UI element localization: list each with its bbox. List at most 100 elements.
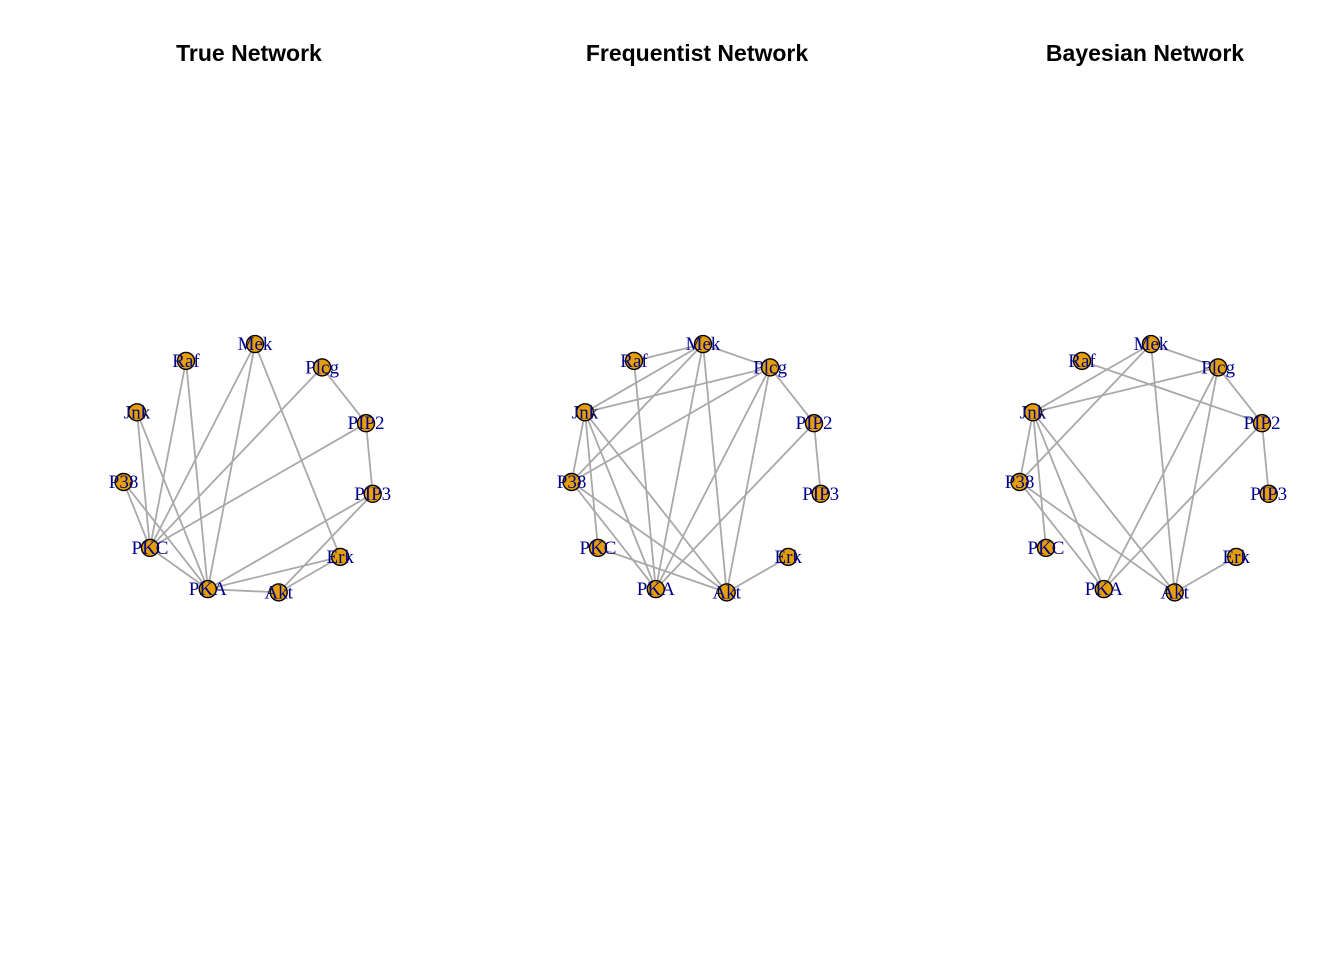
node-raf-true-network [176, 351, 196, 371]
node-pip3-bayesian-network [1259, 484, 1278, 503]
node-pkc-true-network [140, 538, 160, 558]
edge-plcg-pip2-true-network [321, 366, 367, 424]
edge-pka-p38-bayesian-network [1018, 481, 1105, 590]
edge-mek-p38-frequentist-network [570, 343, 704, 483]
node-raf-frequentist-network [624, 351, 644, 371]
edge-pka-jnk-frequentist-network [584, 411, 657, 590]
edge-plcg-pka-bayesian-network [1103, 366, 1219, 590]
nodes-bayesian-network: Raf Mek Plcg PIP2 PIP3 Erk Akt PKA PKC P38 Jnk [1005, 334, 1287, 603]
node-label-pka-bayesian-network: PKA [1085, 579, 1123, 600]
node-raf-bayesian-network [1072, 351, 1092, 371]
node-pip3-frequentist-network [811, 484, 830, 503]
edge-pkc-jnk-bayesian-network [1032, 412, 1047, 548]
edge-pip2-pip3-frequentist-network [813, 423, 822, 494]
node-label-erk-true-network: Erk [326, 547, 354, 568]
node-p38-true-network [114, 472, 133, 492]
edge-pka-jnk-true-network [136, 411, 209, 590]
edge-erk-akt-frequentist-network [726, 556, 789, 594]
edge-p38-jnk-frequentist-network [570, 412, 586, 483]
edge-pip2-pip3-bayesian-network [1261, 423, 1270, 494]
edge-mek-plcg-frequentist-network [702, 343, 771, 369]
edge-akt-pkc-frequentist-network [597, 547, 727, 594]
edge-raf-pkc-true-network [149, 360, 187, 549]
edge-pkc-jnk-frequentist-network [584, 412, 599, 548]
node-label-pip2-true-network: PIP2 [348, 413, 385, 434]
edge-plcg-akt-bayesian-network [1173, 367, 1219, 593]
node-label-plcg-bayesian-network: Plcg [1201, 357, 1235, 378]
edge-akt-jnk-bayesian-network [1032, 411, 1176, 593]
node-mek-bayesian-network [1141, 334, 1161, 354]
node-plcg-true-network [312, 358, 332, 377]
panel-frequentist-network: Frequentist Network Raf Mek Plcg PIP2 PIP3 Er… [557, 40, 839, 603]
node-erk-true-network [331, 547, 350, 567]
node-label-pip3-true-network: PIP3 [354, 484, 391, 505]
edge-mek-jnk-bayesian-network [1032, 343, 1152, 414]
node-pka-true-network [198, 579, 218, 599]
node-pip2-frequentist-network [804, 414, 824, 433]
edge-p38-jnk-bayesian-network [1018, 412, 1034, 483]
node-plcg-frequentist-network [760, 358, 780, 377]
node-label-plcg-frequentist-network: Plcg [753, 357, 787, 378]
edge-pka-pkc-true-network [149, 547, 209, 590]
node-label-pip3-bayesian-network: PIP3 [1250, 484, 1287, 505]
edge-pip3-akt-true-network [278, 493, 374, 594]
node-label-pkc-true-network: PKC [132, 538, 169, 559]
panel-title-frequentist-network: Frequentist Network [586, 40, 809, 66]
node-label-p38-true-network: P38 [109, 472, 139, 493]
node-label-jnk-frequentist-network: Jnk [572, 402, 599, 423]
node-label-pka-frequentist-network: PKA [637, 579, 675, 600]
edge-pip2-pip3-true-network [365, 423, 374, 494]
node-label-raf-true-network: Raf [172, 351, 200, 372]
node-pip2-true-network [356, 414, 376, 433]
edge-akt-p38-frequentist-network [571, 481, 728, 594]
node-label-pip3-frequentist-network: PIP3 [802, 484, 839, 505]
edge-pka-jnk-bayesian-network [1032, 411, 1105, 590]
node-label-mek-frequentist-network: Mek [686, 334, 721, 355]
edge-plcg-jnk-bayesian-network [1032, 366, 1219, 414]
node-pip3-true-network [363, 484, 382, 503]
edge-akt-pka-true-network [207, 588, 279, 594]
node-label-raf-bayesian-network: Raf [1068, 351, 1096, 372]
panel-true-network: True Network Raf Mek Plcg PIP2 PIP3 Erk Akt PKA… [109, 40, 391, 603]
panel-title-true-network: True Network [176, 40, 322, 66]
edges-bayesian-network [1018, 343, 1270, 594]
node-akt-true-network [269, 583, 288, 602]
edge-mek-p38-bayesian-network [1018, 343, 1152, 483]
edge-raf-pka-true-network [185, 360, 209, 590]
node-mek-true-network [245, 334, 265, 354]
node-label-p38-frequentist-network: P38 [557, 472, 587, 493]
edge-mek-pka-true-network [206, 343, 256, 590]
node-akt-frequentist-network [717, 583, 736, 602]
node-jnk-bayesian-network [1023, 403, 1043, 422]
panel-title-bayesian-network: Bayesian Network [1046, 40, 1244, 66]
edge-pka-p38-frequentist-network [570, 481, 657, 590]
node-akt-bayesian-network [1165, 583, 1184, 602]
edge-mek-akt-bayesian-network [1150, 344, 1176, 593]
edge-erk-pka-true-network [207, 556, 341, 590]
node-p38-bayesian-network [1010, 472, 1029, 492]
node-pip2-bayesian-network [1252, 414, 1272, 433]
node-pka-bayesian-network [1094, 579, 1114, 599]
node-label-pkc-frequentist-network: PKC [580, 538, 617, 559]
edge-pip2-pkc-true-network [149, 422, 367, 549]
node-label-akt-true-network: Akt [264, 582, 293, 603]
edge-mek-akt-frequentist-network [702, 344, 728, 593]
node-label-pip2-frequentist-network: PIP2 [796, 413, 833, 434]
edge-mek-plcg-bayesian-network [1150, 343, 1219, 369]
edge-mek-jnk-frequentist-network [584, 343, 704, 414]
node-erk-bayesian-network [1226, 547, 1246, 567]
edge-akt-jnk-frequentist-network [584, 411, 728, 593]
node-label-akt-bayesian-network: Akt [1160, 582, 1189, 603]
panel-bayesian-network: Bayesian Network Raf Mek Plcg PIP2 PIP3 Erk Ak… [1005, 40, 1287, 603]
node-mek-frequentist-network [693, 334, 713, 354]
node-label-jnk-true-network: Jnk [124, 402, 151, 423]
edge-plcg-akt-frequentist-network [725, 367, 771, 593]
node-p38-frequentist-network [562, 472, 581, 492]
edge-plcg-jnk-frequentist-network [584, 366, 771, 414]
node-label-mek-bayesian-network: Mek [1134, 334, 1169, 355]
edge-pkc-jnk-true-network [136, 412, 151, 548]
node-plcg-bayesian-network [1208, 358, 1228, 377]
node-label-pip2-bayesian-network: PIP2 [1244, 413, 1281, 434]
